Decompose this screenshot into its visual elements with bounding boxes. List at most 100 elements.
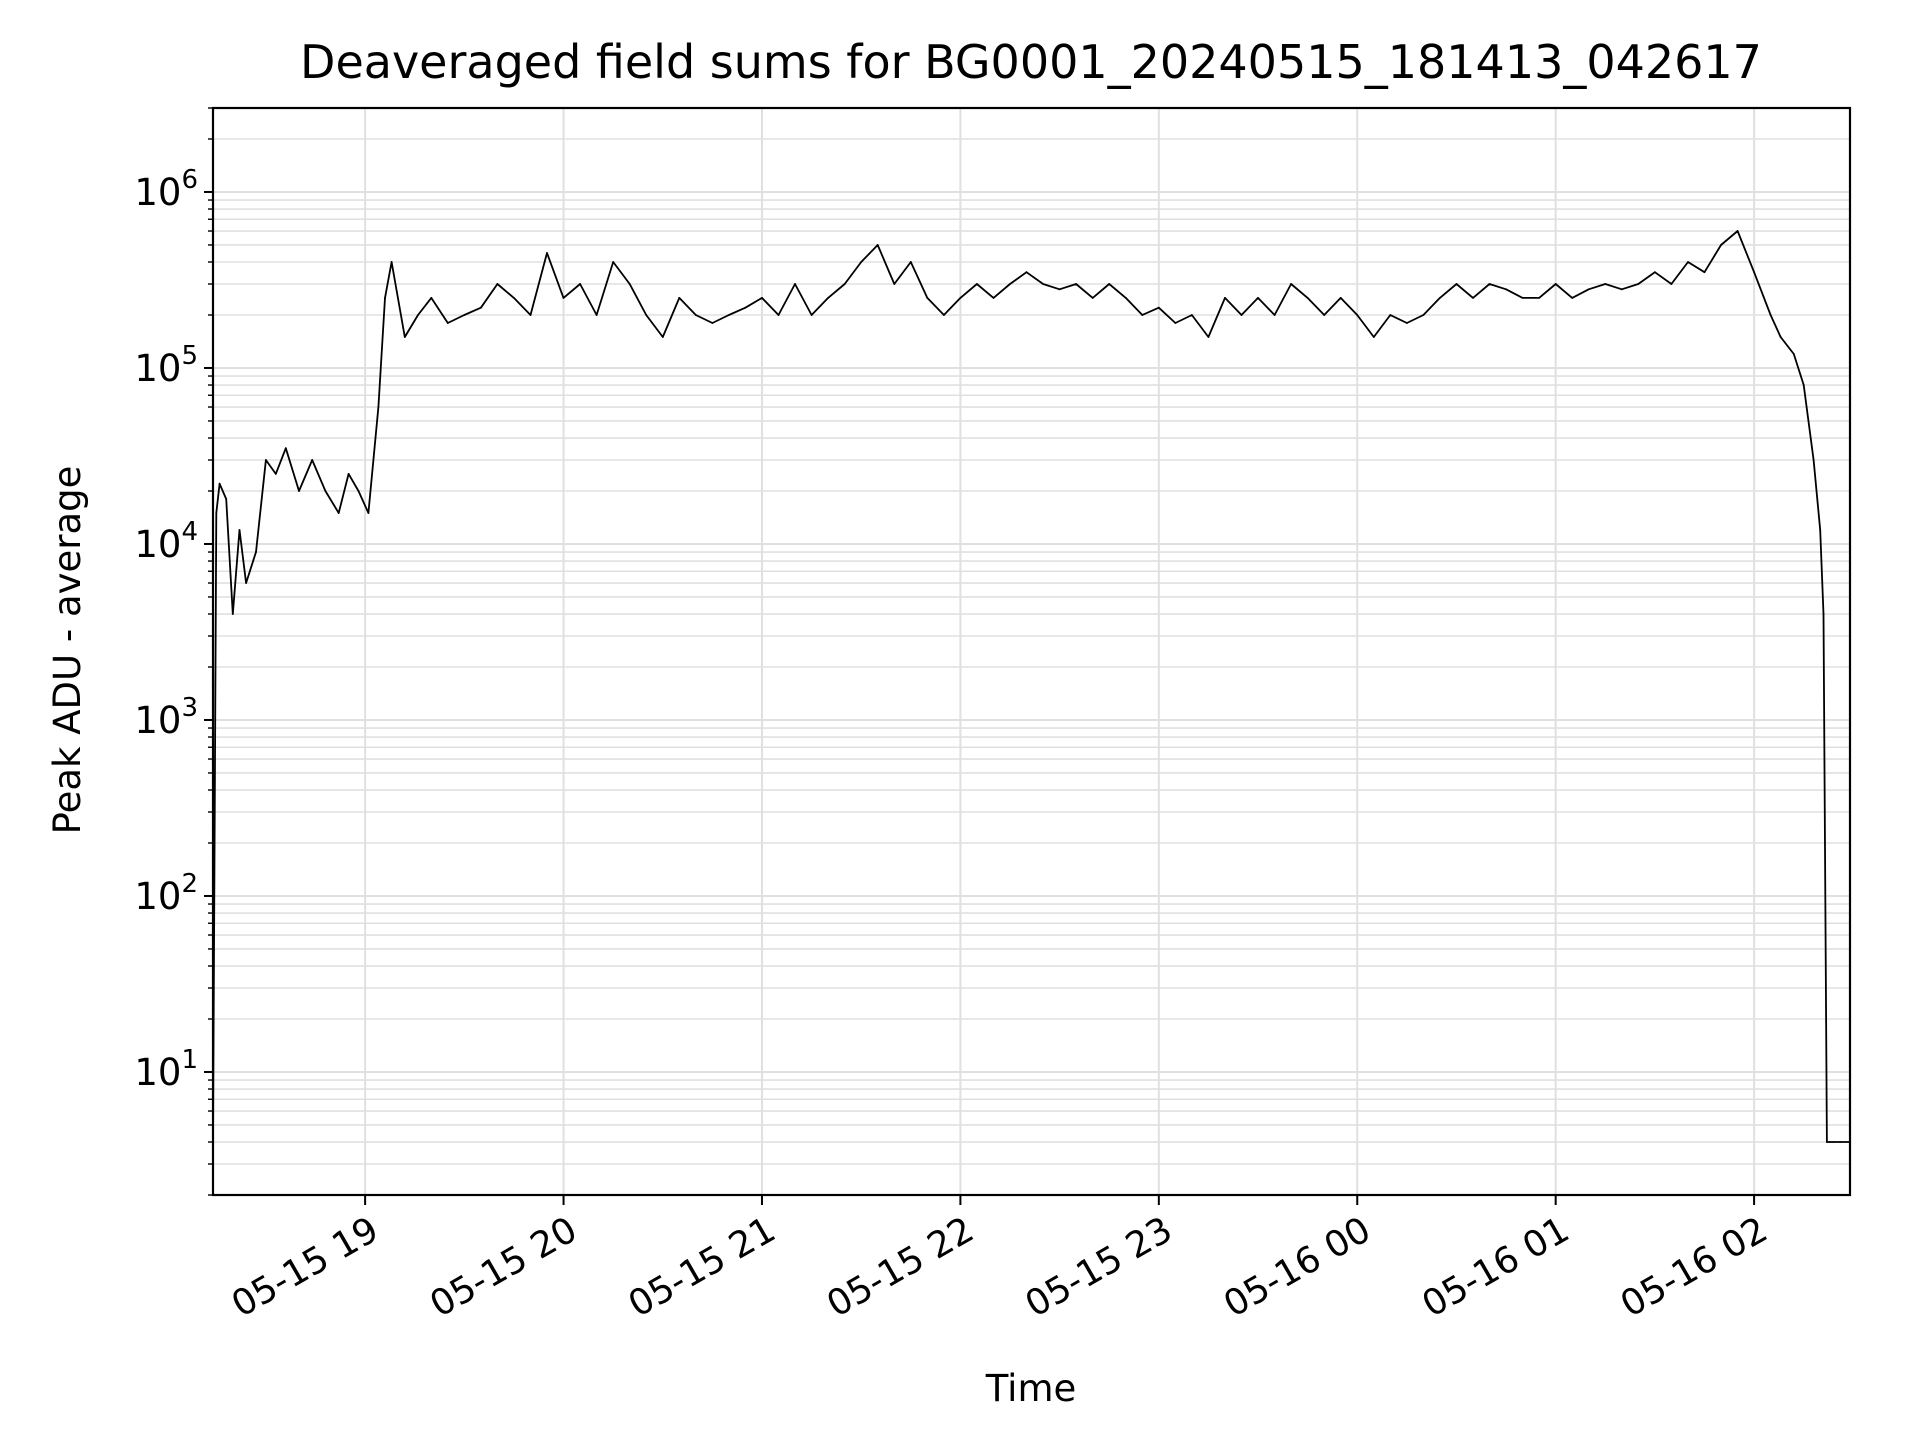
data-point: [496, 283, 499, 285]
x-axis: 05-15 19 05-15 20 05-15 21 05-15 22 05-15 23…: [225, 1195, 1775, 1326]
data-point: [1108, 283, 1111, 285]
data-point: [1240, 314, 1243, 316]
data-point: [311, 459, 314, 461]
data-point: [612, 261, 615, 263]
data-point: [377, 406, 380, 408]
data-point: [274, 473, 277, 475]
data-point: [1637, 283, 1640, 285]
data-point: [357, 490, 360, 492]
y-tick-label: 102: [134, 869, 198, 918]
data-point: [1157, 306, 1160, 309]
data-point: [384, 297, 386, 299]
data-point: [1323, 314, 1326, 316]
y-tick-exponent: 3: [181, 693, 198, 723]
data-point: [225, 498, 228, 500]
data-point: [1521, 297, 1524, 299]
data-point: [1257, 297, 1259, 299]
data-point: [1025, 271, 1028, 274]
data-point: [1812, 459, 1815, 461]
data-point: [255, 551, 257, 553]
data-point: [529, 314, 532, 316]
y-tick-exponent: 6: [181, 165, 198, 195]
data-point: [1819, 529, 1822, 531]
data-point: [678, 297, 681, 299]
data-point: [1339, 297, 1342, 299]
y-tick-exponent: 5: [181, 341, 198, 371]
data-point: [992, 297, 995, 299]
data-point: [1792, 353, 1795, 355]
data-point: [1439, 297, 1441, 299]
x-tick-label: 05-15 23: [1019, 1209, 1180, 1325]
grid: [213, 107, 1850, 1196]
data-point: [513, 297, 515, 299]
data-point: [1620, 288, 1623, 291]
y-tick-base: 10: [134, 875, 181, 918]
data-point: [645, 314, 648, 316]
y-tick-base: 10: [134, 347, 181, 390]
data-point: [1009, 283, 1011, 285]
data-point: [794, 283, 796, 285]
data-point: [893, 283, 896, 285]
data-point: [480, 306, 482, 309]
data-point: [1802, 384, 1805, 386]
data-point: [1455, 283, 1458, 285]
data-point: [1832, 1141, 1835, 1143]
data-point: [728, 314, 730, 316]
data-point: [1839, 1141, 1841, 1143]
plot-frame: [211, 106, 1852, 1197]
data-point: [1670, 283, 1673, 285]
data-point: [562, 297, 565, 299]
data-point: [909, 261, 912, 263]
data-point: [1769, 314, 1772, 316]
data-point: [1042, 283, 1044, 285]
data-point: [1822, 613, 1825, 615]
data-point: [390, 261, 393, 263]
x-tick-label: 05-15 22: [820, 1209, 981, 1325]
data-point: [1687, 261, 1689, 263]
data-point: [976, 283, 978, 285]
data-point: [943, 314, 945, 316]
data-point: [1538, 297, 1540, 299]
data-point: [595, 314, 598, 316]
data-point: [1306, 297, 1309, 299]
x-tick-label: 05-16 02: [1614, 1209, 1775, 1325]
data-point: [1571, 297, 1574, 299]
data-point: [284, 447, 287, 450]
data-point: [628, 283, 631, 285]
data-point: [215, 512, 218, 514]
y-tick-label: 103: [134, 693, 198, 742]
data-point: [1654, 271, 1656, 274]
data-point: [1406, 322, 1408, 324]
data-point: [417, 314, 419, 316]
data-point: [1141, 314, 1144, 316]
data-point: [1703, 271, 1706, 274]
data-point: [1075, 283, 1077, 285]
data-point: [1356, 314, 1359, 316]
data-point: [711, 322, 714, 324]
data-point: [347, 473, 350, 475]
data-point: [1829, 1141, 1832, 1143]
data-point: [694, 314, 697, 316]
data-point: [446, 322, 449, 324]
y-tick-exponent: 4: [181, 517, 198, 547]
data-point: [1554, 283, 1557, 285]
data-point: [1720, 244, 1722, 246]
data-point: [876, 244, 879, 246]
data-point: [810, 314, 813, 316]
data-point: [661, 336, 664, 338]
data-point: [579, 283, 581, 285]
y-tick-base: 10: [134, 171, 181, 214]
data-point: [1372, 336, 1375, 338]
y-axis-label: Peak ADU - average: [46, 466, 89, 835]
data-point: [265, 459, 267, 461]
y-tick-label: 106: [134, 165, 198, 214]
data-point: [218, 482, 221, 485]
data-point: [367, 512, 370, 514]
data-point: [403, 336, 406, 338]
data-point: [1389, 314, 1392, 316]
data-point: [238, 529, 241, 531]
y-tick-base: 10: [134, 699, 181, 742]
data-point: [463, 314, 466, 316]
data-point: [761, 297, 763, 299]
